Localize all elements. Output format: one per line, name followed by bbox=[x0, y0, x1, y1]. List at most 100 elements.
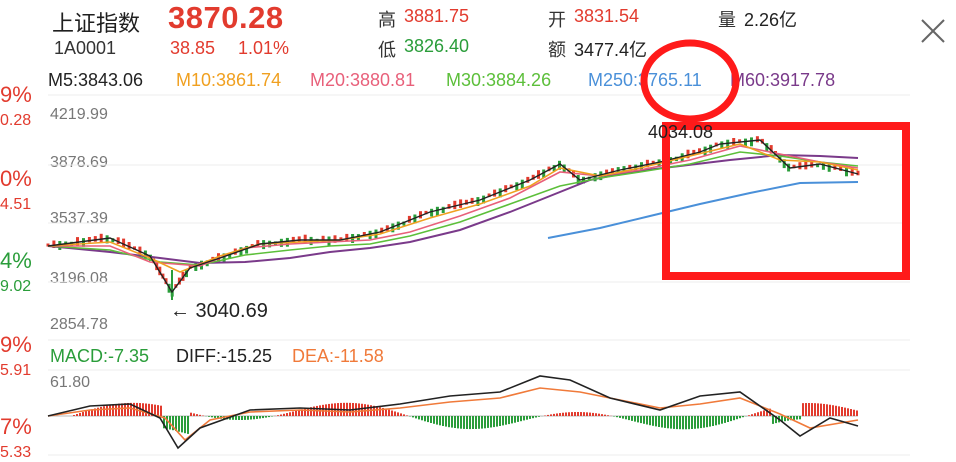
macd-bar bbox=[616, 416, 618, 417]
macd-bar bbox=[238, 416, 240, 420]
macd-bar bbox=[298, 410, 300, 416]
candle bbox=[345, 234, 348, 242]
macd-bar bbox=[544, 416, 546, 417]
macd-bar bbox=[601, 414, 603, 416]
macd-bar bbox=[811, 403, 813, 416]
macd-bar bbox=[856, 410, 858, 416]
macd-bar bbox=[73, 415, 75, 416]
macd-bar bbox=[565, 412, 567, 416]
macd-bar bbox=[406, 415, 408, 416]
macd-bar bbox=[145, 403, 147, 416]
macd-bar bbox=[739, 416, 741, 418]
macd-bar bbox=[703, 416, 705, 428]
macd-bar bbox=[427, 416, 429, 422]
macd-bar bbox=[586, 412, 588, 416]
macd-bar bbox=[259, 416, 261, 419]
macd-bar bbox=[412, 416, 414, 417]
macd-bar bbox=[763, 410, 765, 416]
candle bbox=[436, 207, 439, 216]
macd-bar bbox=[607, 415, 609, 416]
macd-bar bbox=[520, 416, 522, 421]
macd-bar bbox=[430, 416, 432, 423]
macd-bar bbox=[490, 416, 492, 428]
macd-bar bbox=[247, 416, 249, 420]
macd-bar bbox=[295, 411, 297, 416]
macd-bar bbox=[661, 416, 663, 428]
macd-bar bbox=[190, 413, 192, 416]
macd-bar bbox=[244, 416, 246, 420]
macd-bar bbox=[685, 416, 687, 429]
macd-bar bbox=[508, 416, 510, 424]
dea-value: DEA:-11.58 bbox=[292, 346, 384, 367]
macd-bar bbox=[664, 416, 666, 428]
macd-bar bbox=[469, 416, 471, 429]
macd-bar bbox=[79, 413, 81, 416]
macd-bar bbox=[853, 410, 855, 416]
candle bbox=[100, 234, 103, 243]
macd-bar bbox=[571, 412, 573, 416]
macd-bar bbox=[268, 416, 270, 417]
macd-bar bbox=[814, 403, 816, 416]
macd-bar bbox=[655, 416, 657, 426]
macd-bar bbox=[514, 416, 516, 423]
macd-bar bbox=[472, 416, 474, 429]
macd-histogram bbox=[73, 403, 858, 434]
candle bbox=[453, 201, 456, 209]
macd-bar bbox=[361, 404, 363, 416]
macd-bar bbox=[529, 416, 531, 419]
macd-bar bbox=[484, 416, 486, 428]
macd-bar bbox=[583, 412, 585, 416]
macd-bar bbox=[199, 415, 201, 416]
macd-bar bbox=[793, 416, 795, 420]
highlight-circle bbox=[644, 43, 736, 119]
macd-bar bbox=[730, 416, 732, 421]
macd-bar bbox=[265, 416, 267, 418]
macd-bar bbox=[796, 416, 798, 420]
macd-bar bbox=[121, 403, 123, 416]
high-point-marker: 4034.08 bbox=[648, 122, 713, 143]
macd-bar bbox=[280, 414, 282, 416]
macd-bar bbox=[640, 416, 642, 423]
macd-bar bbox=[478, 416, 480, 429]
macd-bar bbox=[646, 416, 648, 425]
macd-bar bbox=[550, 414, 552, 416]
macd-bar bbox=[772, 416, 774, 424]
macd-bar bbox=[475, 416, 477, 429]
candle bbox=[471, 198, 474, 204]
ma250-line bbox=[548, 182, 858, 238]
macd-bar bbox=[376, 406, 378, 416]
diff-line bbox=[48, 376, 858, 448]
macd-bar bbox=[823, 404, 825, 416]
macd-bar bbox=[547, 415, 549, 416]
macd-bar bbox=[799, 416, 801, 419]
macd-bar bbox=[466, 416, 468, 429]
macd-bar bbox=[241, 416, 243, 420]
macd-value: MACD:-7.35 bbox=[50, 346, 149, 367]
macd-bar bbox=[538, 416, 540, 417]
macd-bar bbox=[574, 412, 576, 416]
macd-bar bbox=[757, 412, 759, 416]
macd-bar bbox=[577, 412, 579, 416]
macd-bar bbox=[652, 416, 654, 426]
macd-bar bbox=[619, 416, 621, 418]
candle bbox=[756, 136, 759, 142]
macd-bar bbox=[439, 416, 441, 425]
macd-bar bbox=[736, 416, 738, 419]
macd-bar bbox=[511, 416, 513, 423]
macd-bar bbox=[598, 414, 600, 416]
macd-bar bbox=[496, 416, 498, 427]
macd-bar bbox=[751, 414, 753, 416]
macd-bar bbox=[700, 416, 702, 428]
macd-bar bbox=[391, 411, 393, 417]
macd-bar bbox=[826, 404, 828, 416]
macd-bar bbox=[532, 416, 534, 418]
macd-bar bbox=[808, 403, 810, 416]
macd-bar bbox=[487, 416, 489, 428]
macd-bar bbox=[754, 413, 756, 416]
candle bbox=[298, 236, 301, 241]
macd-bar bbox=[658, 416, 660, 427]
macd-bar bbox=[184, 416, 186, 433]
candle bbox=[720, 141, 723, 148]
macd-bar bbox=[451, 416, 453, 428]
